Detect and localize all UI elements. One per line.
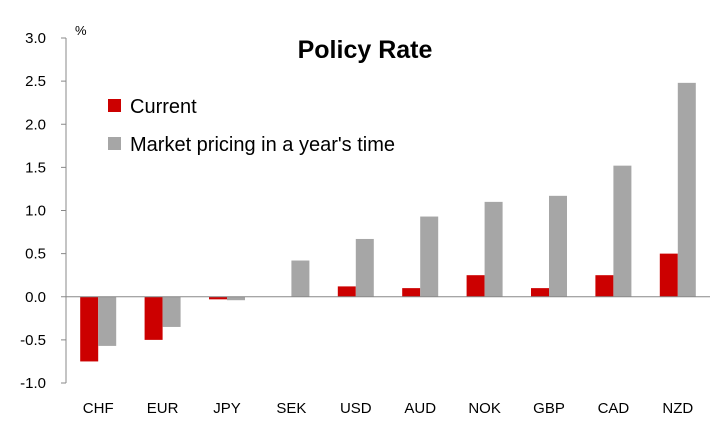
bar-current-gbp [531,288,549,297]
bar-current-aud [402,288,421,297]
x-category-label: EUR [147,400,179,417]
y-tick-label: 1.5 [25,159,46,176]
bar-current-usd [337,286,356,297]
bar-market-eur [162,296,181,327]
bar-market-jpy [227,296,245,301]
bar-market-usd [355,238,374,297]
y-tick-label: 1.0 [25,203,46,220]
bar-market-sek [291,260,310,297]
legend-swatch-current [108,99,121,112]
bar-current-nok [466,275,485,297]
y-unit-label: % [75,23,87,38]
legend-swatch-market [108,137,121,150]
y-axis: 3.0 2.5 2.0 1.5 1.0 0.5 0.0 -0.5 -1.0 [20,30,67,392]
x-category-label: NOK [468,400,501,417]
bar-market-gbp [549,195,567,297]
bar-current-eur [144,296,163,340]
y-tick-label: 2.0 [25,116,46,133]
y-tick-label: -1.0 [20,375,46,392]
legend-label-current: Current [130,96,197,118]
legend-label-market: Market pricing in a year's time [130,134,395,156]
chart-title: Policy Rate [298,36,433,64]
bar-current-jpy [209,296,227,300]
x-category-label: SEK [276,400,306,417]
legend: Current Market pricing in a year's time [108,96,395,156]
x-axis: CHF EUR JPY SEK USD AUD NOK GBP CAD NZD [66,296,710,417]
y-tick-label: 0.0 [25,289,46,306]
bar-current-chf [80,296,99,362]
y-tick-label: -0.5 [20,332,46,349]
y-tick-label: 0.5 [25,246,46,263]
bar-market-nok [484,201,503,297]
x-category-label: NZD [662,400,693,417]
y-tick-label: 3.0 [25,30,46,47]
bar-current-cad [595,275,614,297]
bar-market-aud [420,216,439,297]
bars [80,82,696,362]
x-category-label: USD [340,400,372,417]
bar-market-chf [98,296,117,346]
x-category-label: JPY [213,400,241,417]
bar-current-nzd [659,253,678,297]
bar-market-cad [613,165,632,297]
x-category-label: CHF [83,400,114,417]
x-category-label: CAD [598,400,630,417]
bar-market-nzd [677,82,696,297]
x-category-label: AUD [404,400,436,417]
x-category-label: GBP [533,400,565,417]
y-tick-label: 2.5 [25,73,46,90]
